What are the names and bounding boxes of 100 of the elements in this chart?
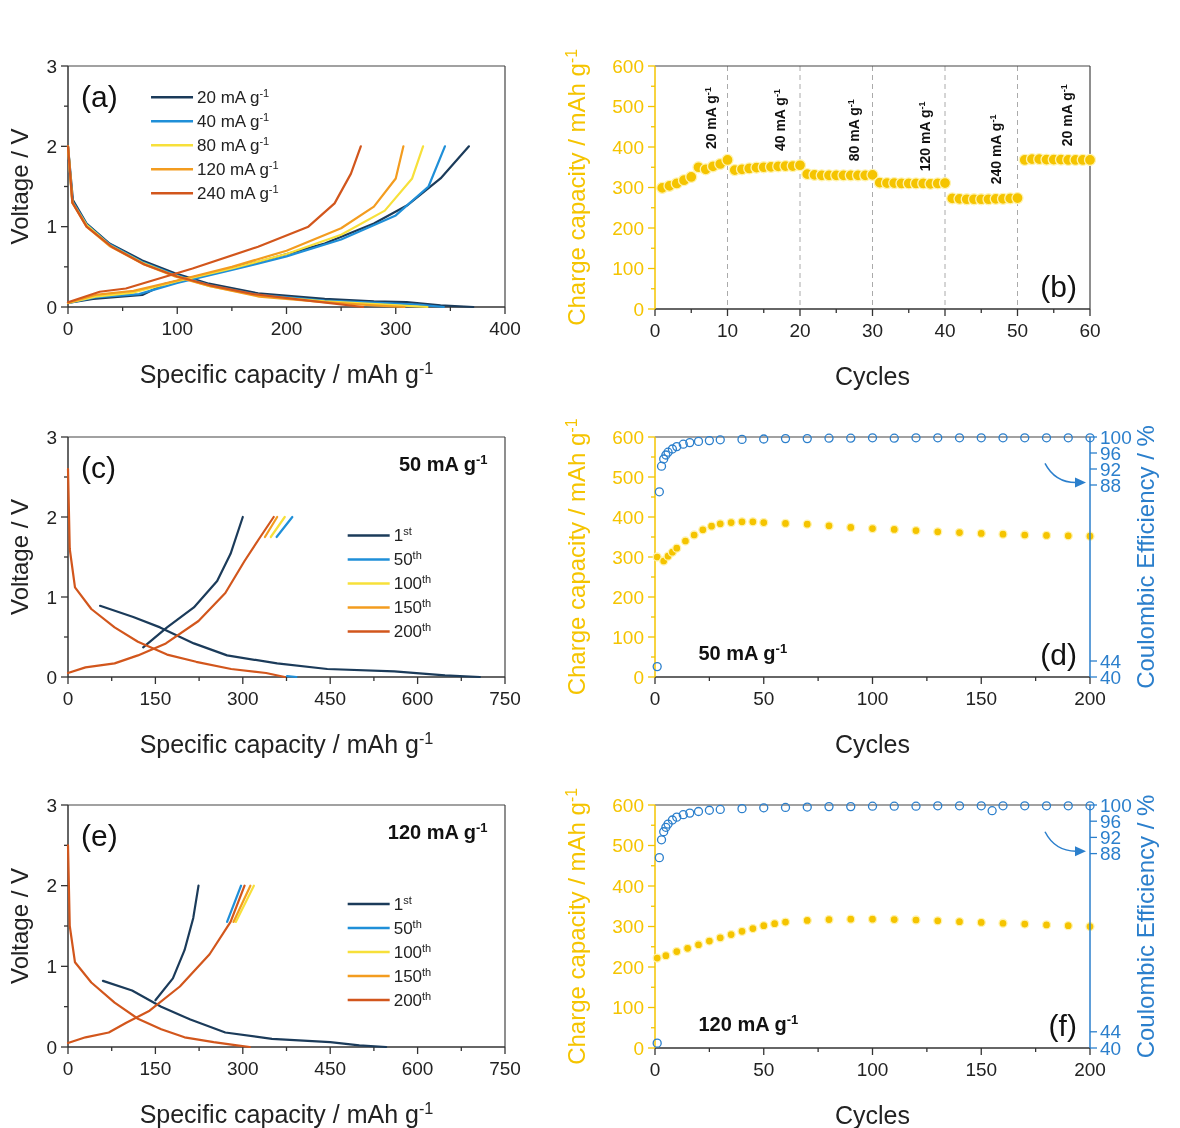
y-tick-label: 0 — [46, 666, 57, 688]
legend-label: 80 mA g$^{-1}$ — [197, 135, 270, 156]
annotation: (a) — [81, 79, 118, 113]
y-tick-label: 200 — [612, 217, 644, 239]
x-tick-label: 0 — [62, 318, 74, 339]
legend-label: 200$^{th}$ — [393, 990, 432, 1011]
x-tick-label: 60 — [1079, 320, 1101, 341]
y-tick-label: 0 — [46, 296, 57, 318]
x-tick-label: 300 — [379, 318, 412, 339]
x-tick-label: 50 — [753, 1059, 775, 1080]
legend-label: 20 mA g$^{-1}$ — [197, 87, 270, 108]
y-tick-label: 100 — [612, 626, 644, 648]
y-tick-label: 600 — [612, 794, 644, 816]
annotation: (b) — [1040, 269, 1077, 303]
y2-tick-label: 100 — [1100, 794, 1132, 816]
x-axis-title: Specific capacity / mAh g$^{-1}$ — [139, 729, 434, 758]
x-tick-label: 600 — [401, 688, 434, 709]
y2-tick-label: 100 — [1100, 426, 1132, 448]
legend-label: 100$^{th}$ — [393, 573, 432, 594]
x-tick-label: 0 — [62, 688, 74, 709]
y-axis-title: Voltage / V — [6, 867, 33, 985]
x-axis-title: Specific capacity / mAh g$^{-1}$ — [139, 1099, 434, 1128]
y-tick-label: 2 — [46, 135, 57, 157]
x-tick-label: 600 — [401, 1058, 434, 1079]
y-tick-label: 3 — [46, 55, 57, 77]
x-tick-label: 50 — [1006, 320, 1029, 341]
annotation: 120 mA g$^{-1}$ — [698, 1011, 799, 1035]
y-tick-label: 300 — [612, 177, 644, 199]
y-tick-label: 400 — [612, 875, 644, 897]
x-axis-title: Specific capacity / mAh g$^{-1}$ — [139, 359, 434, 388]
y-tick-label: 2 — [46, 506, 57, 528]
x-tick-label: 150 — [965, 1059, 998, 1080]
x-tick-label: 750 — [489, 1058, 521, 1079]
y-tick-label: 3 — [46, 426, 57, 448]
annotation: (c) — [81, 450, 117, 484]
x-tick-label: 20 — [789, 320, 811, 341]
y-tick-label: 500 — [612, 466, 644, 488]
legend-label: 200$^{th}$ — [393, 621, 432, 642]
legend-label: 120 mA g$^{-1}$ — [197, 159, 279, 180]
x-tick-label: 200 — [1074, 1059, 1106, 1080]
annotation: (e) — [81, 819, 118, 853]
x-tick-label: 300 — [226, 1058, 259, 1079]
x-tick-label: 750 — [489, 688, 521, 709]
y-tick-label: 1 — [46, 586, 57, 608]
y-tick-label: 100 — [612, 997, 644, 1019]
x-tick-label: 10 — [716, 320, 739, 341]
y2-axis-title: Coulombic Efficiency / % — [1132, 794, 1159, 1059]
legend-label: 100$^{th}$ — [393, 942, 432, 963]
y-tick-label: 200 — [612, 586, 644, 608]
y-tick-label: 500 — [612, 96, 644, 118]
x-tick-label: 100 — [856, 1059, 889, 1080]
y2-tick-label: 88 — [1100, 843, 1122, 865]
legend-label: 50$^{th}$ — [393, 918, 422, 939]
y-tick-label: 0 — [633, 666, 644, 688]
legend-label: 1$^{st}$ — [393, 525, 412, 546]
x-tick-label: 300 — [226, 688, 259, 709]
legend-label: 50$^{th}$ — [393, 549, 422, 570]
y-tick-label: 600 — [612, 55, 644, 77]
x-tick-label: 400 — [489, 318, 521, 339]
y2-tick-label: 44 — [1100, 650, 1122, 672]
legend-label: 1$^{st}$ — [393, 894, 412, 915]
y-tick-label: 300 — [612, 546, 644, 568]
y-axis-title: Voltage / V — [6, 498, 33, 616]
x-tick-label: 450 — [314, 1058, 347, 1079]
x-tick-label: 50 — [753, 688, 775, 709]
y-tick-label: 300 — [612, 916, 644, 938]
y-axis-title: Voltage / V — [6, 128, 33, 245]
annotation: 50 mA g$^{-1}$ — [398, 451, 488, 475]
annotation: 120 mA g$^{-1}$ — [387, 819, 488, 843]
x-axis-title: Cycles — [834, 730, 911, 758]
legend-label: 150$^{th}$ — [393, 966, 432, 987]
legend-label: 240 mA g$^{-1}$ — [197, 183, 279, 204]
y-tick-label: 0 — [46, 1036, 57, 1058]
annotation: (d) — [1040, 638, 1077, 671]
y-tick-label: 1 — [46, 955, 57, 977]
x-tick-label: 0 — [649, 1059, 661, 1080]
x-tick-label: 150 — [139, 688, 172, 709]
legend-label: 40 mA g$^{-1}$ — [197, 111, 270, 132]
x-tick-label: 150 — [965, 688, 998, 709]
x-axis-title: Cycles — [834, 362, 911, 390]
x-tick-label: 0 — [62, 1058, 74, 1079]
x-tick-label: 0 — [649, 688, 661, 709]
x-tick-label: 450 — [314, 688, 347, 709]
y-tick-label: 400 — [612, 136, 644, 158]
y-tick-label: 2 — [46, 875, 57, 897]
x-tick-label: 150 — [139, 1058, 172, 1079]
y-tick-label: 3 — [46, 794, 57, 816]
x-tick-label: 100 — [856, 688, 889, 709]
annotation: (f) — [1048, 1008, 1077, 1042]
y-tick-label: 100 — [612, 258, 644, 280]
legend-label: 150$^{th}$ — [393, 597, 432, 618]
y-tick-label: 400 — [612, 506, 644, 528]
x-tick-label: 200 — [1074, 688, 1106, 709]
y-tick-label: 500 — [612, 835, 644, 857]
x-tick-label: 40 — [934, 320, 956, 341]
x-tick-label: 30 — [861, 320, 884, 341]
y-tick-label: 0 — [633, 1037, 644, 1059]
y-tick-label: 1 — [46, 216, 57, 238]
annotation: 50 mA g$^{-1}$ — [698, 640, 788, 665]
x-tick-label: 0 — [649, 320, 661, 341]
